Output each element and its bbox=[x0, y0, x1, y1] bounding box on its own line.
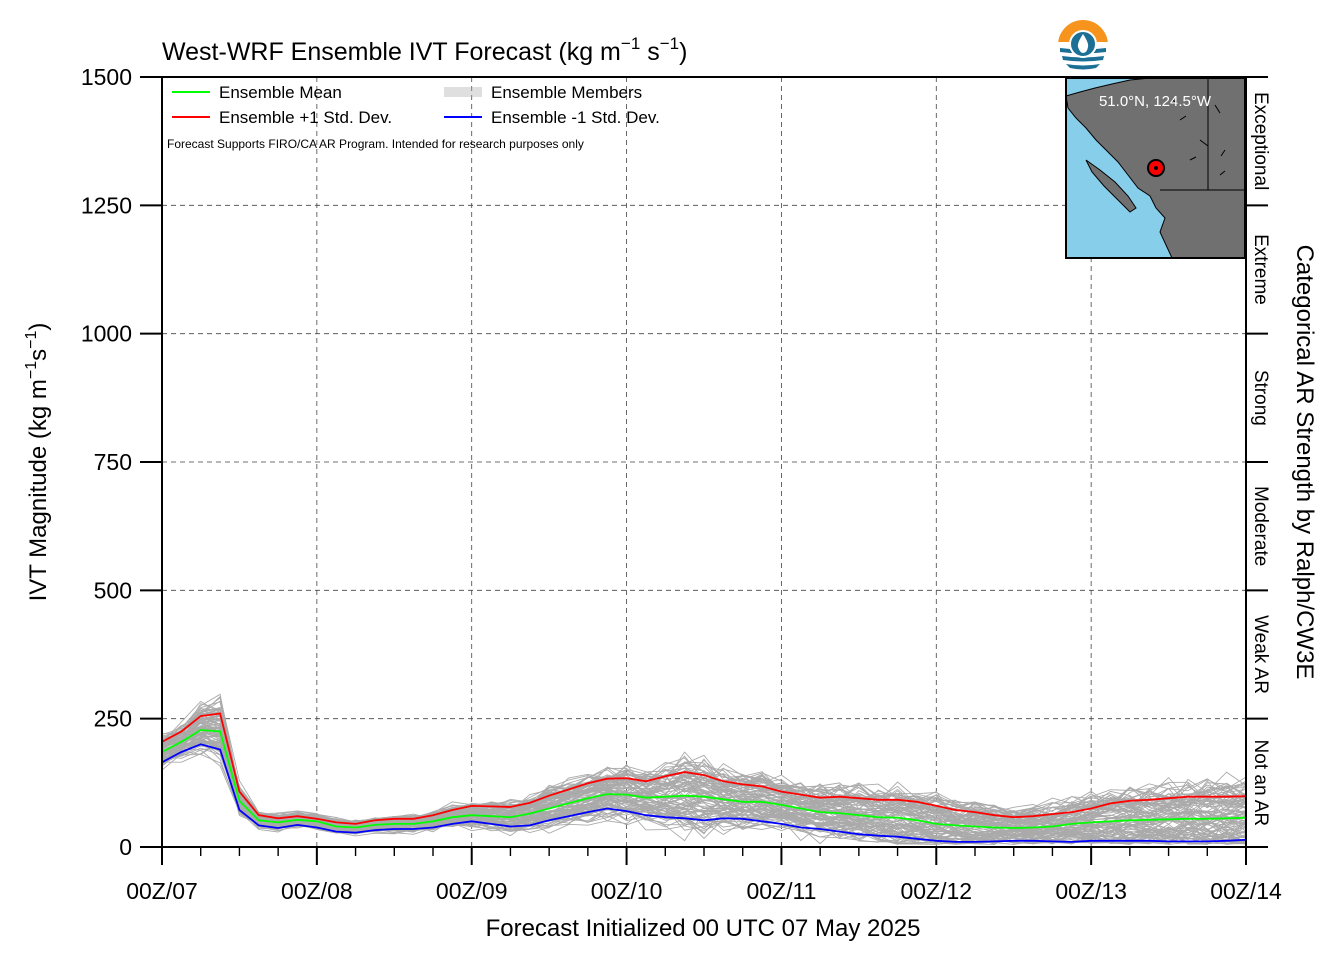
inset-map: 51.0°N, 124.5°W bbox=[1065, 77, 1246, 259]
category-label: Weak AR bbox=[1250, 615, 1271, 694]
ensemble-members bbox=[161, 693, 1247, 845]
y-tick-label: 1250 bbox=[81, 192, 132, 218]
ensemble-member-line bbox=[161, 740, 1247, 845]
category-label: Not an AR bbox=[1250, 740, 1271, 827]
inset-map-label: 51.0°N, 124.5°W bbox=[1099, 93, 1212, 110]
category-label: Moderate bbox=[1250, 486, 1271, 566]
chart-title: West-WRF Ensemble IVT Forecast (kg m−1 s… bbox=[162, 34, 687, 66]
series-line-ensemble-1-std-dev- bbox=[161, 743, 1247, 843]
category-label: Extreme bbox=[1250, 234, 1271, 305]
y-tick-label: 250 bbox=[94, 706, 132, 732]
ensemble-member-line bbox=[161, 722, 1247, 828]
y-axis-label: IVT Magnitude (kg m−1s−1) bbox=[23, 323, 52, 602]
x-tick-label: 00Z/10 bbox=[591, 878, 663, 904]
x-tick-label: 00Z/13 bbox=[1055, 878, 1127, 904]
cw3e-logo bbox=[1056, 18, 1256, 74]
category-label: Exceptional bbox=[1250, 92, 1271, 190]
series-lines bbox=[161, 712, 1247, 843]
series-line-ensemble-1-std-dev- bbox=[161, 712, 1247, 825]
tick-labels: 0 250 500 750 1000 1250 1500 00Z/07 00Z/08 00Z/09… bbox=[81, 64, 1282, 904]
ensemble-member-line bbox=[161, 693, 1247, 824]
legend-label: Ensemble Members bbox=[491, 83, 642, 102]
category-label: Strong bbox=[1250, 370, 1271, 426]
x-tick-label: 00Z/11 bbox=[746, 878, 816, 904]
ensemble-member-line bbox=[161, 732, 1247, 838]
x-tick-label: 00Z/08 bbox=[281, 878, 353, 904]
x-tick-label: 00Z/14 bbox=[1210, 878, 1282, 904]
right-axis-label: Categorical AR Strength by Ralph/CW3E bbox=[1291, 245, 1318, 680]
x-tick-label: 00Z/07 bbox=[126, 878, 198, 904]
y-tick-label: 500 bbox=[94, 577, 132, 603]
y-tick-label: 0 bbox=[119, 834, 132, 860]
ensemble-member-line bbox=[161, 725, 1247, 832]
cw3e-logo-icon bbox=[1058, 20, 1108, 72]
legend: Ensemble Mean Ensemble Members Ensemble +1… bbox=[172, 83, 660, 127]
research-note: Forecast Supports FIRO/CA AR Program. In… bbox=[167, 137, 584, 151]
y-tick-label: 1000 bbox=[81, 321, 132, 347]
ensemble-member-line bbox=[161, 721, 1247, 822]
y-tick-label: 750 bbox=[94, 449, 132, 475]
y-tick-label: 1500 bbox=[81, 64, 132, 90]
x-tick-label: 00Z/12 bbox=[900, 878, 972, 904]
legend-label: Ensemble -1 Std. Dev. bbox=[491, 108, 660, 127]
x-axis-label: Forecast Initialized 00 UTC 07 May 2025 bbox=[486, 915, 921, 942]
legend-label: Ensemble +1 Std. Dev. bbox=[219, 108, 392, 127]
legend-label: Ensemble Mean bbox=[219, 83, 342, 102]
x-tick-label: 00Z/09 bbox=[436, 878, 508, 904]
series-line-ensemble-mean bbox=[161, 729, 1247, 829]
ensemble-member-line bbox=[161, 695, 1247, 824]
